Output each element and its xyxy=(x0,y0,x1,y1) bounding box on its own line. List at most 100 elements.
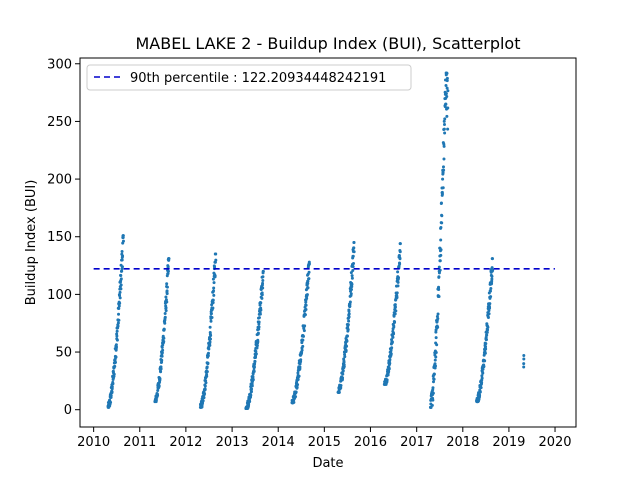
data-point xyxy=(437,275,441,279)
data-point xyxy=(251,378,255,382)
data-point xyxy=(257,327,261,331)
data-point xyxy=(352,261,356,265)
data-point xyxy=(296,378,300,382)
x-axis-label: Date xyxy=(312,456,343,471)
data-point xyxy=(398,257,402,261)
data-point xyxy=(485,333,489,337)
data-point xyxy=(441,165,445,169)
data-point xyxy=(118,294,122,298)
data-point xyxy=(114,355,118,359)
data-point xyxy=(163,321,167,325)
data-point xyxy=(116,324,120,328)
data-point xyxy=(396,270,400,274)
data-point xyxy=(304,308,308,311)
data-point xyxy=(522,362,526,366)
x-tick-label: 2017 xyxy=(400,435,433,450)
data-point xyxy=(434,350,438,354)
data-point xyxy=(212,281,216,285)
data-point xyxy=(120,249,124,253)
data-point xyxy=(164,306,168,310)
data-point xyxy=(442,144,446,148)
data-point xyxy=(352,241,356,244)
data-point xyxy=(121,239,125,243)
data-point xyxy=(162,327,166,331)
data-point xyxy=(120,258,124,262)
data-point xyxy=(392,332,396,336)
data-point xyxy=(442,122,446,126)
data-point xyxy=(211,277,215,281)
y-tick-label: 200 xyxy=(47,173,72,188)
data-point xyxy=(211,301,215,305)
x-tick-label: 2012 xyxy=(169,435,202,450)
data-point xyxy=(390,340,394,344)
data-point xyxy=(440,221,444,225)
data-point xyxy=(109,393,113,397)
data-point xyxy=(434,364,438,368)
data-point xyxy=(442,168,446,172)
data-point xyxy=(483,351,487,355)
data-point xyxy=(482,364,486,368)
data-point xyxy=(164,295,168,299)
data-point xyxy=(445,79,449,83)
data-point xyxy=(250,384,254,388)
data-point xyxy=(307,270,311,274)
data-point xyxy=(214,258,218,262)
data-point xyxy=(391,335,395,339)
data-point xyxy=(434,355,438,359)
data-point xyxy=(115,329,119,333)
data-point xyxy=(522,365,526,369)
chart-title: MABEL LAKE 2 - Buildup Index (BUI), Scat… xyxy=(135,34,520,53)
x-tick-label: 2018 xyxy=(446,435,479,450)
data-point xyxy=(345,334,349,338)
data-point xyxy=(119,287,123,291)
data-point xyxy=(258,312,262,316)
data-point xyxy=(436,312,440,316)
data-point xyxy=(437,285,441,289)
data-point xyxy=(203,388,207,392)
data-point xyxy=(445,76,449,80)
data-point xyxy=(445,94,449,98)
data-point xyxy=(442,119,446,123)
data-point xyxy=(487,312,491,316)
data-point xyxy=(484,345,488,349)
data-point xyxy=(259,301,263,305)
data-point xyxy=(438,259,442,263)
data-point xyxy=(488,289,492,293)
data-point xyxy=(343,352,347,356)
data-point xyxy=(392,325,396,329)
data-point xyxy=(112,372,116,376)
data-point xyxy=(490,277,494,281)
data-point xyxy=(346,323,350,327)
data-point xyxy=(154,398,158,402)
data-point xyxy=(305,296,309,300)
data-point xyxy=(394,309,398,313)
data-point xyxy=(166,272,170,276)
data-point xyxy=(446,106,450,110)
data-point xyxy=(261,279,265,283)
data-point xyxy=(208,340,212,344)
data-point xyxy=(348,300,352,304)
data-point xyxy=(396,284,400,288)
data-point xyxy=(261,286,265,290)
data-point xyxy=(109,400,113,404)
data-point xyxy=(393,305,397,309)
data-point xyxy=(165,289,169,293)
data-point xyxy=(254,349,258,353)
data-point xyxy=(488,306,492,310)
data-point xyxy=(257,320,261,324)
data-point xyxy=(119,274,123,278)
data-point xyxy=(118,290,122,294)
data-point xyxy=(347,312,351,316)
data-point xyxy=(167,257,171,261)
data-point xyxy=(203,384,207,388)
data-point xyxy=(446,89,450,93)
data-point xyxy=(350,282,354,286)
data-point xyxy=(444,84,448,88)
data-point xyxy=(165,282,169,286)
data-point xyxy=(351,265,355,269)
data-point xyxy=(479,386,483,390)
y-tick-label: 250 xyxy=(47,115,72,130)
data-point xyxy=(117,304,121,308)
data-point xyxy=(398,242,402,246)
data-point xyxy=(163,315,167,319)
